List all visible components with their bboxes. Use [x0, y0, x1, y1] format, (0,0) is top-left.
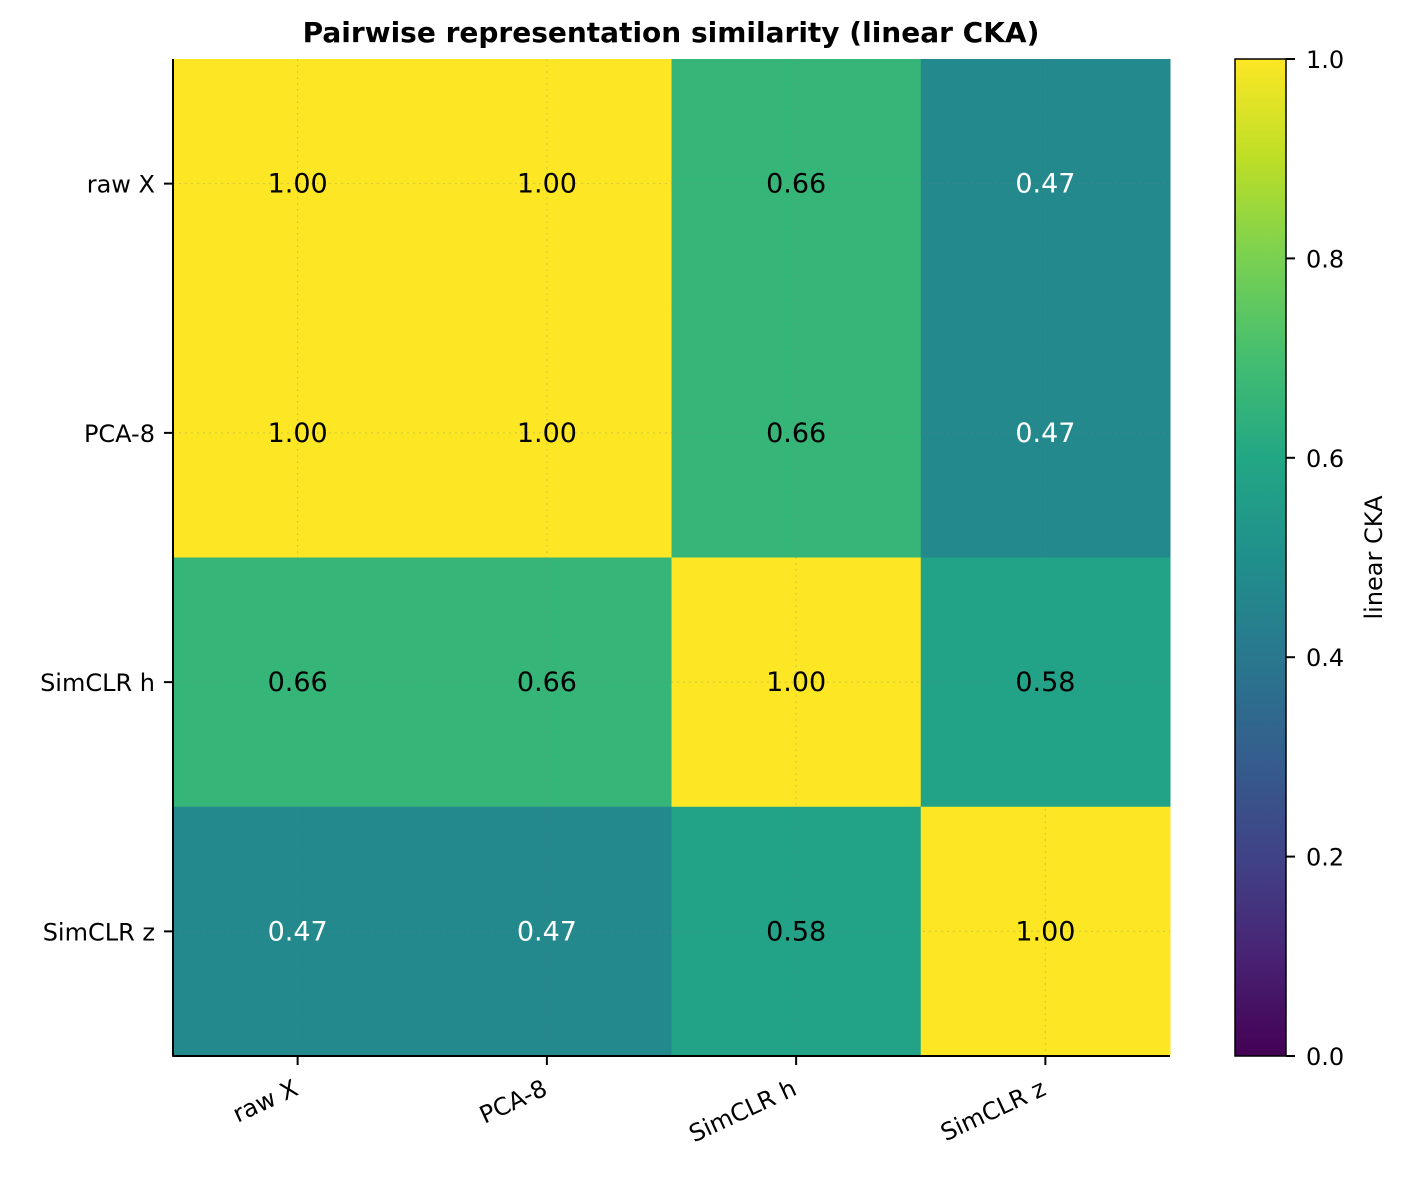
- heatmap-cell: [422, 557, 672, 808]
- cell-value-label: 0.66: [517, 667, 577, 698]
- heatmap-cell: [920, 806, 1171, 1057]
- cell-value-label: 1.00: [268, 418, 328, 449]
- heatmap-cell: [173, 557, 423, 808]
- y-axis-ticks: raw X PCA-8 SimCLR h SimCLR z: [40, 171, 173, 946]
- cell-value-label: 0.66: [268, 667, 328, 698]
- cell-value-label: 1.00: [766, 667, 826, 698]
- heatmap-cell: [173, 308, 423, 558]
- cell-value-label: 0.66: [766, 418, 826, 449]
- heatmap-cells: [173, 59, 1171, 1057]
- heatmap-cell: [671, 806, 922, 1057]
- y-tick-label: PCA-8: [84, 420, 155, 448]
- colorbar-tick-label: 0.4: [1306, 644, 1344, 672]
- x-axis-ticks: raw X PCA-8 SimCLR h SimCLR z: [228, 1056, 1050, 1148]
- heatmap-cell: [422, 806, 672, 1057]
- heatmap-cell: [671, 308, 922, 558]
- heatmap-cell: [920, 59, 1171, 309]
- colorbar-tick-label: 1.0: [1306, 46, 1344, 74]
- heatmap-cell: [671, 59, 922, 309]
- cell-value-label: 0.66: [766, 169, 826, 200]
- colorbar-ticks: 0.0 0.2 0.4 0.6 0.8 1.0: [1286, 46, 1344, 1071]
- colorbar-tick-label: 0.0: [1306, 1043, 1344, 1071]
- heatmap-cell: [671, 557, 922, 808]
- colorbar: 0.0 0.2 0.4 0.6 0.8 1.0 linear CKA: [1234, 46, 1388, 1071]
- colorbar-gradient: [1234, 58, 1287, 1057]
- cell-value-label: 0.58: [766, 916, 826, 947]
- y-tick-label: raw X: [87, 171, 155, 199]
- heatmap-cell: [173, 59, 423, 309]
- cell-value-label: 1.00: [517, 169, 577, 200]
- colorbar-tick-label: 0.8: [1306, 245, 1344, 273]
- y-tick-label: SimCLR z: [43, 918, 155, 946]
- cell-value-label: 0.58: [1015, 667, 1075, 698]
- heatmap-cell: [422, 308, 672, 558]
- x-tick-label: PCA-8: [475, 1074, 551, 1129]
- heatmap-cell: [920, 557, 1171, 808]
- cell-value-label: 0.47: [268, 916, 328, 947]
- cell-value-label: 1.00: [517, 418, 577, 449]
- x-tick-label: raw X: [228, 1074, 302, 1128]
- cell-value-labels: 1.00 1.00 0.66 0.47 1.00 1.00 0.66 0.47 0.66 0.66…: [268, 169, 1076, 948]
- cell-value-label: 1.00: [1015, 916, 1075, 947]
- x-tick-label: SimCLR z: [936, 1074, 1050, 1147]
- y-tick-label: SimCLR h: [40, 669, 155, 697]
- cell-value-label: 0.47: [1015, 169, 1075, 200]
- colorbar-tick-label: 0.6: [1306, 445, 1344, 473]
- colorbar-label: linear CKA: [1360, 495, 1388, 620]
- heatmap-cell: [422, 59, 672, 309]
- cell-value-label: 0.47: [1015, 418, 1075, 449]
- cell-value-label: 0.47: [517, 916, 577, 947]
- chart-title: Pairwise representation similarity (line…: [303, 16, 1040, 49]
- plot-axes: [172, 59, 1170, 1057]
- x-tick-label: SimCLR h: [685, 1074, 801, 1148]
- heatmap-cell: [173, 806, 423, 1057]
- grid-lines: [173, 59, 1170, 1056]
- heatmap-cell: [920, 308, 1171, 558]
- cell-value-label: 1.00: [268, 169, 328, 200]
- colorbar-tick-label: 0.2: [1306, 844, 1344, 872]
